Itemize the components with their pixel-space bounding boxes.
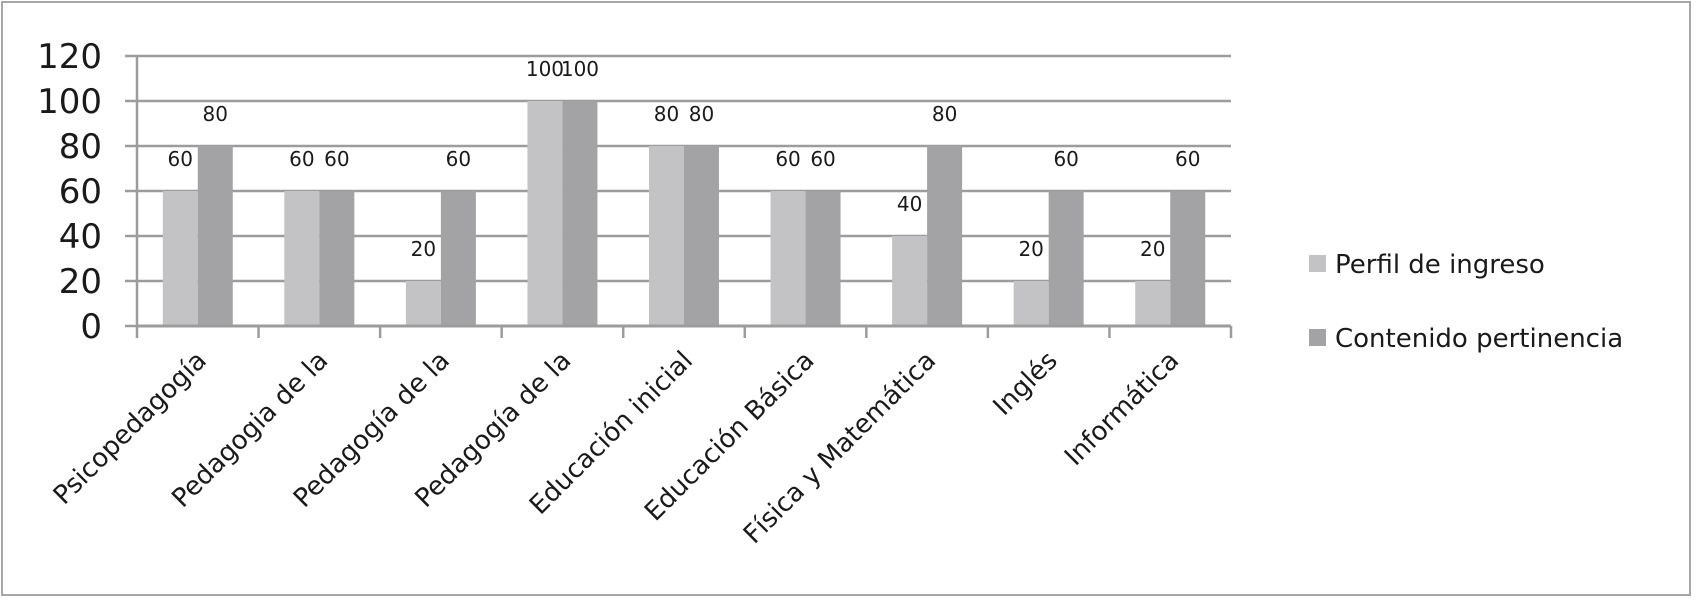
y-tick-label: 20 bbox=[59, 262, 102, 302]
data-label: 60 bbox=[446, 147, 471, 171]
y-tick-label: 0 bbox=[80, 307, 102, 347]
bar-contenido bbox=[1048, 191, 1084, 326]
data-label: 80 bbox=[932, 102, 957, 126]
data-label: 60 bbox=[775, 147, 800, 171]
data-label: 60 bbox=[1053, 147, 1078, 171]
bar-contenido bbox=[684, 146, 719, 326]
data-label: 40 bbox=[897, 192, 922, 216]
data-label: 20 bbox=[1018, 237, 1043, 261]
bar-perfil bbox=[770, 191, 806, 326]
bar-contenido bbox=[927, 146, 963, 326]
data-label: 60 bbox=[168, 147, 193, 171]
bar-perfil bbox=[1135, 281, 1171, 326]
data-label: 60 bbox=[324, 147, 349, 171]
data-labels: 60 60 20 100 80 60 40 20 20 80 60 60 100 80 60 80 60 60 bbox=[168, 57, 1201, 261]
data-label: 20 bbox=[411, 237, 436, 261]
legend: Perfil de ingreso Contenido pertinencia bbox=[1309, 250, 1623, 354]
bar-contenido bbox=[1170, 191, 1206, 326]
bar-perfil bbox=[892, 236, 928, 326]
legend-label: Contenido pertinencia bbox=[1335, 324, 1623, 354]
bar-perfil bbox=[527, 101, 563, 326]
bar-contenido bbox=[319, 191, 355, 326]
y-tick-label: 40 bbox=[59, 217, 102, 257]
bar-perfil bbox=[162, 191, 198, 326]
bars bbox=[162, 101, 1206, 326]
y-tick-label: 80 bbox=[59, 127, 102, 167]
bar-contenido bbox=[805, 191, 841, 326]
data-label: 80 bbox=[689, 102, 714, 126]
y-tick-label: 120 bbox=[37, 37, 102, 77]
category-label: Inglés bbox=[988, 346, 1064, 422]
bar-perfil bbox=[1013, 281, 1049, 326]
data-label: 100 bbox=[561, 57, 599, 81]
y-tick-label: 60 bbox=[59, 172, 102, 212]
bar-perfil bbox=[649, 146, 684, 326]
legend-swatch bbox=[1309, 329, 1326, 346]
legend-swatch bbox=[1309, 255, 1326, 272]
data-label: 100 bbox=[526, 57, 564, 81]
bar-contenido bbox=[562, 101, 598, 326]
bar-contenido bbox=[440, 191, 476, 326]
legend-label: Perfil de ingreso bbox=[1335, 250, 1545, 280]
data-label: 60 bbox=[810, 147, 835, 171]
data-label: 60 bbox=[1175, 147, 1200, 171]
y-tick-label: 100 bbox=[37, 82, 102, 122]
data-label: 80 bbox=[203, 102, 228, 126]
bar-perfil bbox=[405, 281, 441, 326]
data-label: 80 bbox=[654, 102, 679, 126]
bar-contenido bbox=[197, 146, 233, 326]
category-label: Informática bbox=[1059, 346, 1185, 472]
data-label: 60 bbox=[289, 147, 314, 171]
bar-perfil bbox=[284, 191, 320, 326]
data-label: 20 bbox=[1140, 237, 1165, 261]
